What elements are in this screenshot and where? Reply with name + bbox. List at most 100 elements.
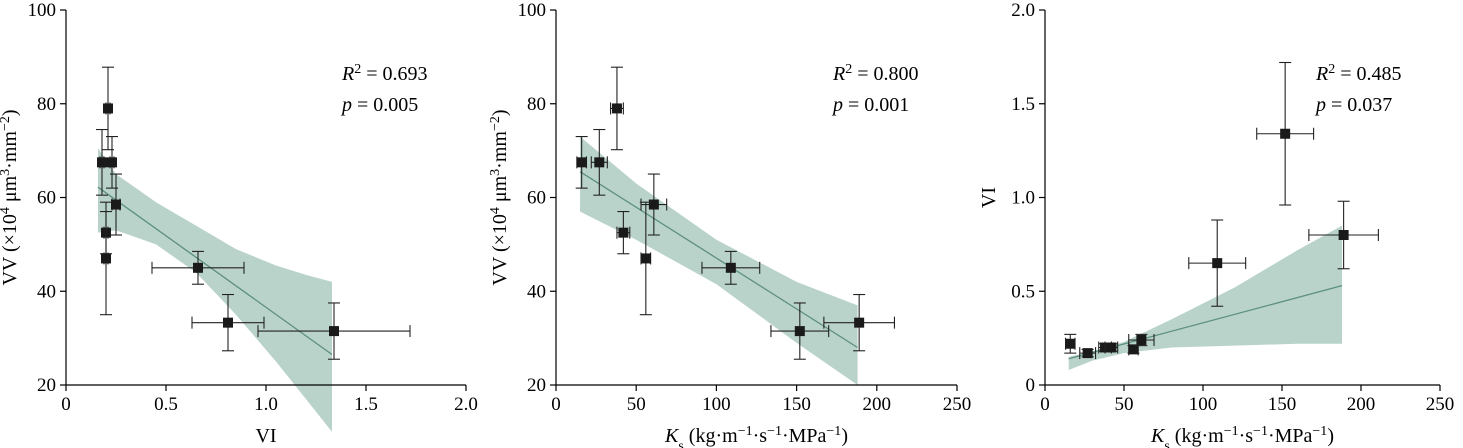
x-tick-label: 0 [551,394,561,415]
y-tick-label: 0 [1026,375,1036,396]
square-marker [329,326,339,337]
square-marker [193,262,203,273]
regression-line [97,186,333,356]
square-marker [1212,258,1223,269]
data-point [100,201,112,316]
data-point [257,302,411,360]
data-point [1128,333,1155,347]
x-tick-label: 100 [1189,394,1218,415]
y-tick-label: 80 [527,94,546,115]
x-tick-label: 250 [1426,394,1455,415]
y-tick-label: 2.0 [1011,0,1035,21]
data-point [1256,61,1315,206]
x-tick-label: 150 [1268,394,1297,415]
x-tick-label: 150 [782,394,811,415]
r-squared-label: R2 = 0.485 [1315,62,1402,86]
square-marker [1106,342,1117,353]
x-tick-label: 200 [863,394,892,415]
x-axis-title: Ks (kg·m−1·s−1·MPa−1) [1150,424,1334,448]
chart-panel-2: 0 50 100 150 200 250 20 40 60 80 100 Ks (kg·m−1·s−1… [488,0,972,448]
chart-panel-3: 0 50 100 150 200 250 0 0.5 1.0 1.5 2.0 Ks (kg·m−1·s… [978,0,1454,448]
r-squared-label: R2 = 0.800 [832,62,919,86]
data-point [823,293,895,352]
x-tick-label: 50 [1115,394,1134,415]
data-point [701,250,761,285]
x-tick-label: 100 [702,394,731,415]
y-tick-label: 0.5 [1011,281,1035,302]
confidence-band [580,136,858,385]
data-point [1064,333,1077,354]
x-tick-label: 2.0 [454,394,478,415]
data-point [609,66,624,151]
y-tick-label: 40 [527,281,546,302]
square-marker [618,227,629,238]
y-tick-label: 100 [28,0,57,21]
y-axis-title: VV (×104 μm3·mm−2) [0,109,21,285]
y-tick-label: 20 [37,375,56,396]
y-tick-label: 60 [527,188,546,209]
y-tick-label: 80 [37,94,56,115]
x-tick-label: 1.0 [254,394,278,415]
data-point [1079,347,1097,360]
square-marker [854,317,865,328]
square-marker [1082,348,1093,359]
y-axis-title: VV (×104 μm3·mm−2) [488,109,512,285]
data-point [575,136,588,189]
x-tick-label: 0 [61,394,71,415]
square-marker [1136,335,1147,345]
x-axis-title: Ks (kg·m−1·s−1·MPa−1) [664,424,848,448]
x-tick-label: 0.5 [154,394,178,415]
data-point [590,128,608,196]
data-point [96,128,108,196]
square-marker [594,157,605,168]
data-point [106,136,118,189]
square-marker [1065,338,1076,349]
y-tick-label: 40 [37,281,56,302]
p-value-label: p = 0.037 [1314,94,1392,116]
x-axis-title: VI [255,425,276,447]
square-marker [101,253,111,264]
square-marker [576,157,587,168]
data-point [770,302,830,360]
chart-panel-1: 0 0.5 1.0 1.5 2.0 20 40 60 80 100 VI VV (×104 μm3·m… [0,0,478,447]
square-marker [640,253,651,264]
data-point [639,201,652,316]
square-marker [103,103,113,114]
square-marker [223,317,233,328]
p-value-label: p = 0.001 [831,94,909,116]
confidence-band [1068,225,1343,370]
x-tick-label: 200 [1347,394,1376,415]
square-marker [725,262,736,273]
square-marker [111,199,121,210]
data-point [151,250,245,285]
y-tick-label: 60 [37,188,56,209]
square-marker [611,103,622,114]
data-point [1104,341,1119,354]
x-tick-label: 0 [1040,394,1050,415]
y-axis-title: VI [978,187,1000,208]
square-marker [1128,344,1139,355]
y-tick-label: 1.0 [1011,188,1035,209]
x-tick-label: 1.5 [354,394,378,415]
data-point [1308,200,1379,270]
x-tick-label: 50 [627,394,646,415]
square-marker [1338,230,1349,240]
p-value-label: p = 0.005 [340,94,418,116]
y-tick-label: 1.5 [1011,94,1035,115]
data-point [616,211,631,255]
square-marker [648,199,659,210]
square-marker [1280,128,1291,139]
x-tick-label: 250 [943,394,972,415]
y-tick-label: 20 [527,375,546,396]
square-marker [107,157,117,168]
regression-line [579,171,858,349]
data-point [1188,219,1247,307]
data-point [640,173,668,236]
square-marker [794,326,805,337]
r-squared-label: R2 = 0.693 [341,62,428,86]
square-marker [97,157,107,168]
data-point [110,173,122,236]
y-tick-label: 100 [518,0,547,21]
confidence-band [98,148,332,432]
